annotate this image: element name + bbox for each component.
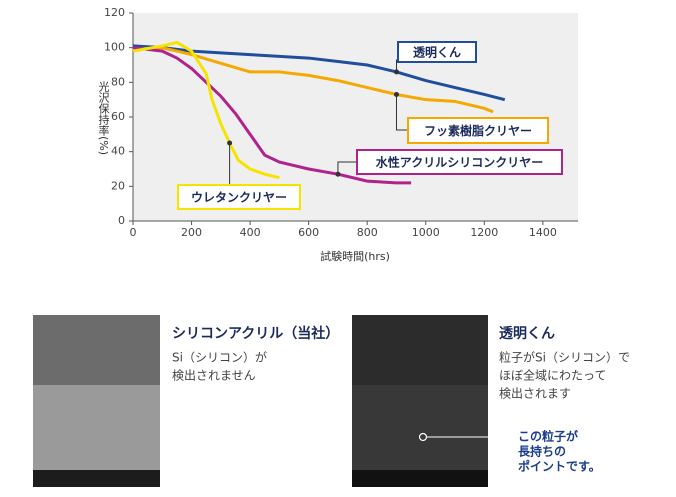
series-line — [132, 44, 506, 102]
note-text: 長持ちの — [518, 444, 566, 459]
x-tick-label: 1000 — [412, 226, 440, 239]
series-line — [132, 46, 412, 185]
series-line — [132, 40, 280, 180]
note-text: この粒子が — [518, 429, 578, 444]
particle-marker — [418, 432, 428, 442]
x-axis-title: 試験時間(hrs) — [320, 249, 390, 263]
x-tick-label: 800 — [357, 226, 378, 239]
sem-image-footer — [33, 470, 160, 487]
x-tick-label: 1400 — [529, 226, 557, 239]
y-tick-label: 40 — [111, 145, 125, 158]
callout-box — [397, 41, 477, 63]
y-tick-label: 120 — [104, 6, 125, 19]
sem-image-lower — [352, 385, 488, 470]
note-text: ポイントです。 — [518, 459, 601, 474]
y-tick-label: 100 — [104, 41, 125, 54]
callout-dot — [227, 140, 233, 146]
callout-dot — [393, 69, 399, 75]
x-tick-label: 400 — [240, 226, 261, 239]
x-tick-label: 0 — [130, 226, 137, 239]
panel-text: Si（シリコン）が — [172, 350, 267, 365]
panel-text: 粒子がSi（シリコン）で — [499, 350, 630, 365]
legend-label: 透明くん — [413, 46, 461, 60]
callout-dot — [335, 171, 341, 177]
x-tick-label: 600 — [298, 226, 319, 239]
legend-label: 水性アクリルシリコンクリヤー — [376, 155, 543, 170]
x-tick-label: 200 — [181, 226, 202, 239]
y-axis-title: 光沢保持率(%) — [97, 80, 110, 155]
panel-title: 透明くん — [499, 326, 555, 342]
y-tick-label: 80 — [111, 75, 125, 88]
panel-text: 検出されません — [172, 369, 256, 383]
callout-box — [177, 184, 301, 210]
panel-text: ほぼ全域にわたって — [499, 368, 606, 383]
callout-line — [337, 161, 357, 175]
x-tick-label: 1200 — [470, 226, 498, 239]
callout-box — [407, 117, 549, 144]
sem-image-upper — [33, 315, 160, 385]
y-tick-label: 60 — [111, 110, 125, 123]
callout-box — [356, 149, 563, 175]
callout-dot — [393, 91, 399, 97]
sem-image-footer — [352, 470, 488, 487]
legend-label: ウレタンクリヤー — [191, 191, 287, 205]
legend-label: フッ素樹脂クリヤー — [424, 123, 532, 138]
callout-line — [395, 94, 408, 131]
panel-title: シリコンアクリル（当社） — [172, 325, 339, 342]
y-tick-label: 20 — [111, 179, 125, 192]
y-tick-label: 0 — [118, 214, 125, 227]
panel-text: 検出されます — [499, 387, 571, 401]
